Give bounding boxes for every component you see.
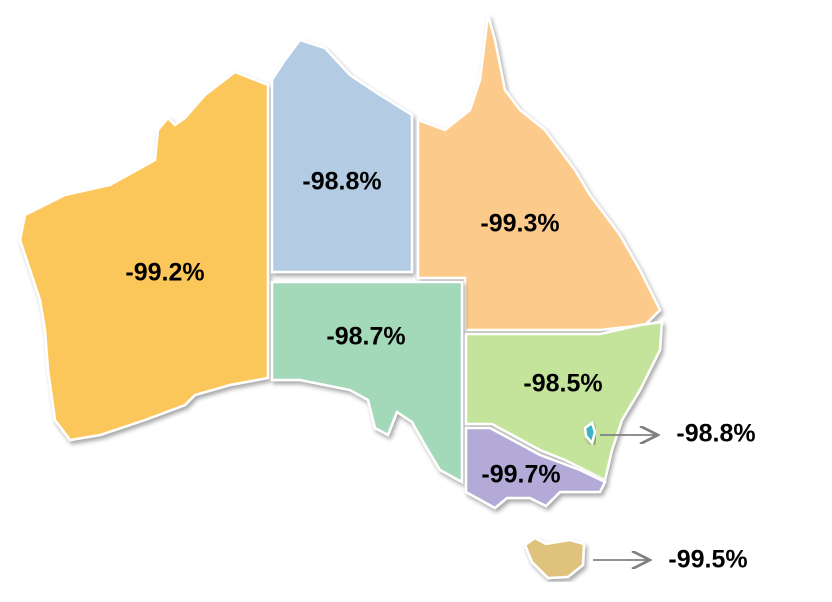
qld-value: -99.3% — [480, 209, 560, 238]
nt-value: -98.8% — [302, 167, 382, 196]
region-nsw[interactable] — [464, 320, 664, 482]
region-act[interactable] — [583, 420, 597, 446]
region-nt[interactable] — [270, 38, 414, 274]
region-tas[interactable] — [523, 536, 586, 580]
sa-value: -98.7% — [326, 322, 406, 351]
region-vic[interactable] — [464, 426, 607, 510]
tas-value: -99.5% — [668, 545, 748, 574]
nsw-value: -98.5% — [523, 369, 603, 398]
wa-value: -99.2% — [125, 258, 205, 287]
region-wa[interactable] — [18, 70, 270, 442]
region-qld[interactable] — [416, 14, 662, 332]
vic-value: -99.7% — [481, 460, 561, 489]
act-value: -98.8% — [676, 419, 756, 448]
region-sa[interactable] — [270, 280, 464, 485]
